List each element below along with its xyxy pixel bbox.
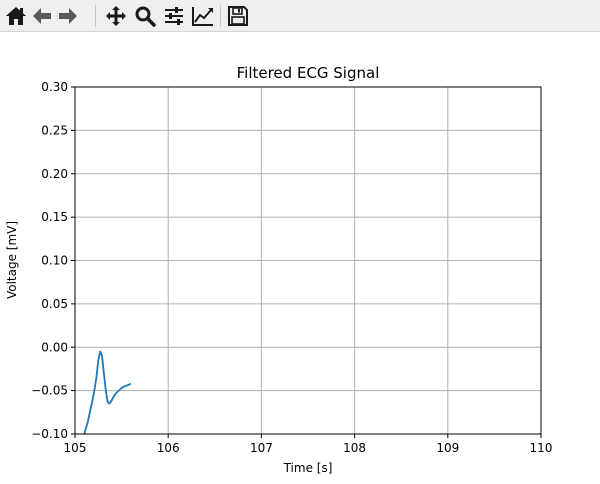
back-arrow-icon [33,8,51,24]
x-tick-label: 108 [343,441,366,455]
y-axis-label: Voltage [mV] [5,221,19,299]
home-button[interactable] [4,4,28,28]
pan-button[interactable] [104,4,128,28]
save-button[interactable] [226,4,250,28]
y-tick-label: 0.10 [41,254,68,268]
back-button[interactable] [30,4,54,28]
x-tick-label: 110 [530,441,553,455]
home-icon [6,7,26,25]
ecg-chart[interactable]: 105 106 107 108 109 110 −0.10 −0.05 0.00 0.05 0.10… [0,32,600,484]
x-tick-label: 109 [436,441,459,455]
edit-axis-icon [192,7,213,26]
zoom-button[interactable] [133,4,157,28]
x-tick-label: 106 [157,441,180,455]
y-tick-label: 0.15 [41,210,68,224]
forward-arrow-icon [59,8,77,24]
y-tick-label: 0.00 [41,340,68,354]
y-tick-label: 0.20 [41,167,68,181]
toolbar-separator [95,5,96,27]
y-tick-label: −0.05 [31,384,68,398]
ecg-signal-line [83,350,132,434]
customize-button[interactable] [191,4,215,28]
x-axis-label: Time [s] [283,461,333,475]
subplots-button[interactable] [162,4,186,28]
y-tick-label: 0.05 [41,297,68,311]
forward-button[interactable] [56,4,80,28]
toolbar-separator [220,5,221,27]
zoom-icon [135,6,156,27]
axis-ticks: 105 106 107 108 109 110 −0.10 −0.05 0.00 0.05 0.10… [31,80,552,455]
y-tick-label: −0.10 [31,427,68,441]
save-icon [228,6,248,26]
y-tick-label: 0.30 [41,80,68,94]
y-tick-label: 0.25 [41,123,68,137]
axes-frame [74,86,542,435]
x-tick-label: 105 [64,441,87,455]
x-tick-label: 107 [250,441,273,455]
figure-canvas[interactable]: 105 106 107 108 109 110 −0.10 −0.05 0.00 0.05 0.10… [0,32,600,484]
chart-title: Filtered ECG Signal [237,64,380,82]
navigation-toolbar [0,0,600,32]
plot-area [83,350,132,434]
pan-icon [106,6,126,26]
subplots-icon [165,7,183,25]
